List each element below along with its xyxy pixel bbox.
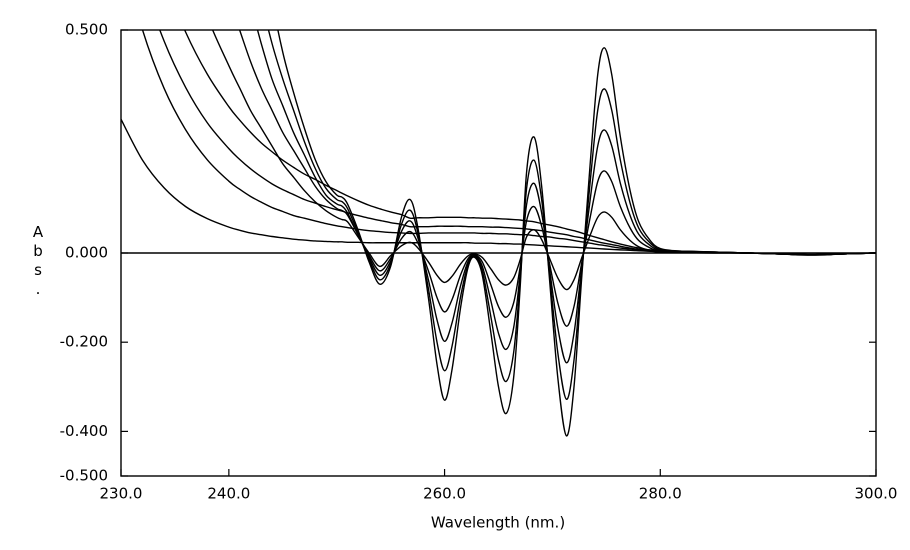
spectrum-line xyxy=(238,30,876,327)
y-tick-label: -0.400 xyxy=(60,422,108,440)
spectrum-line xyxy=(256,30,876,364)
y-tick-label: -0.500 xyxy=(60,467,108,485)
x-tick-label: 260.0 xyxy=(423,485,466,503)
spectrum-line xyxy=(159,30,876,256)
spectrum-line xyxy=(183,30,876,256)
plot-area xyxy=(121,30,876,437)
x-axis-label: Wavelength (nm.) xyxy=(431,514,565,532)
x-tick-label: 240.0 xyxy=(207,485,250,503)
y-tick-label: -0.200 xyxy=(60,333,108,351)
y-tick-label: 0.500 xyxy=(65,21,108,39)
spectrum-line xyxy=(121,118,876,256)
x-tick-label: 230.0 xyxy=(100,485,143,503)
x-tick-label: 280.0 xyxy=(639,485,682,503)
spectrum-line xyxy=(141,30,876,256)
y-tick-label: 0.000 xyxy=(65,244,108,262)
spectrum-line xyxy=(211,30,876,291)
x-tick-label: 300.0 xyxy=(855,485,898,503)
spectrum-line xyxy=(267,30,876,400)
spectrum-line xyxy=(277,30,876,437)
